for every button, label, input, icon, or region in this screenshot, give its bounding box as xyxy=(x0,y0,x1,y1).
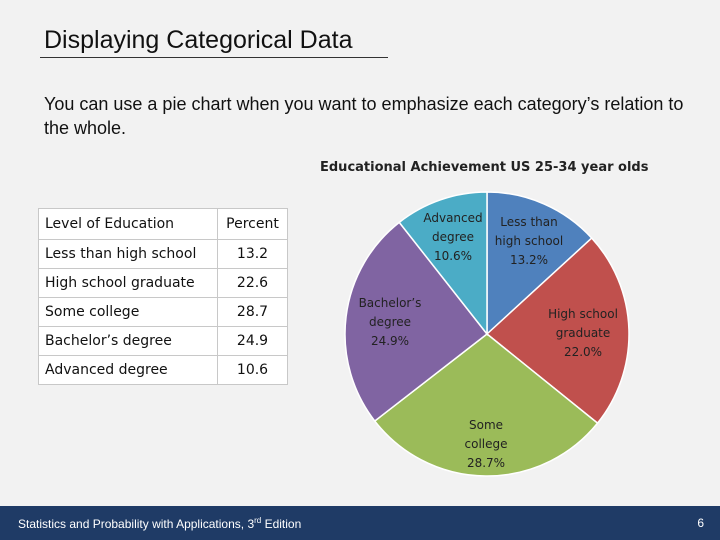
pie-slice xyxy=(373,333,599,477)
pie-slice-label: Advanced degree 10.6% xyxy=(423,211,482,263)
pie-slice-label: High school graduate 22.0% xyxy=(548,307,618,359)
table-cell-level: High school graduate xyxy=(38,268,218,298)
page-number: 6 xyxy=(697,516,704,530)
table-cell-percent: 28.7 xyxy=(217,297,288,327)
table-row: Some college 28.7 xyxy=(38,297,288,327)
footer-text-sup: rd xyxy=(254,516,262,525)
pie-slice-label: Bachelor’s degree 24.9% xyxy=(359,296,422,348)
table-cell-percent: 24.9 xyxy=(217,326,288,356)
table-cell-percent: 10.6 xyxy=(217,355,288,385)
table-cell-percent: 22.6 xyxy=(217,268,288,298)
table-row: High school graduate 22.6 xyxy=(38,268,288,298)
pie-slice xyxy=(344,221,489,423)
table-cell-level: Advanced degree xyxy=(38,355,218,385)
pie-slice xyxy=(485,237,630,425)
footer-text-tail: Edition xyxy=(261,517,302,531)
footer-bar: Statistics and Probability with Applicat… xyxy=(0,506,720,540)
header-level-of-education: Level of Education xyxy=(38,208,218,240)
pie-slice xyxy=(398,191,488,337)
table-header-row: Level of Education Percent xyxy=(38,208,288,240)
title-underline xyxy=(40,57,388,58)
pie-slice-label: Some college 28.7% xyxy=(465,418,508,470)
pie-slice xyxy=(486,191,593,336)
footer-text: Statistics and Probability with Applicat… xyxy=(18,516,301,531)
table-row: Advanced degree 10.6 xyxy=(38,355,288,385)
slide-body-text: You can use a pie chart when you want to… xyxy=(44,94,684,138)
table-cell-level: Some college xyxy=(38,297,218,327)
slide-title: Displaying Categorical Data xyxy=(44,26,353,54)
footer-text-main: Statistics and Probability with Applicat… xyxy=(18,517,255,531)
pie-slice-label: Less than high school 13.2% xyxy=(495,215,563,267)
header-percent: Percent xyxy=(217,208,288,240)
table-cell-percent: 13.2 xyxy=(217,239,288,269)
education-table: Level of Education Percent Less than hig… xyxy=(38,208,288,385)
chart-title: Educational Achievement US 25-34 year ol… xyxy=(320,160,649,175)
